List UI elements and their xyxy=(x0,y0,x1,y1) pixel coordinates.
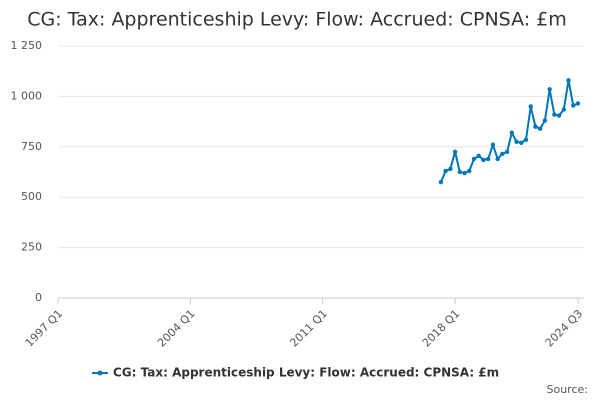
point xyxy=(547,87,552,92)
point xyxy=(575,101,581,106)
point xyxy=(462,170,467,176)
y-tick-label: 1 250 xyxy=(11,39,43,52)
point xyxy=(467,168,472,174)
point xyxy=(519,140,524,145)
y-tick-label: 0 xyxy=(35,291,42,304)
point xyxy=(438,179,444,185)
point xyxy=(571,103,576,108)
x-tick-label: 2004 Q1 xyxy=(155,307,198,350)
y-tick-label: 1 000 xyxy=(11,89,43,102)
point xyxy=(471,156,477,162)
point xyxy=(500,151,505,157)
point xyxy=(476,153,481,159)
point xyxy=(509,130,515,135)
chart-title: CG: Tax: Apprenticeship Levy: Flow: Accr… xyxy=(27,9,567,31)
y-tick-label: 750 xyxy=(21,140,42,153)
x-tick-label: 2011 Q1 xyxy=(287,307,330,350)
point xyxy=(448,166,453,172)
point xyxy=(481,157,486,163)
legend-marker xyxy=(97,370,103,376)
source: Source: xyxy=(547,383,589,396)
point xyxy=(485,156,491,162)
point xyxy=(457,169,463,175)
point xyxy=(533,124,538,129)
point xyxy=(504,149,510,155)
x-tick-label: 1997 Q1 xyxy=(23,307,66,350)
y-tick-label: 500 xyxy=(21,190,42,203)
point xyxy=(561,107,567,112)
point xyxy=(537,126,543,131)
x-tick-label: 2018 Q1 xyxy=(420,307,463,350)
point xyxy=(542,118,548,123)
point xyxy=(556,113,562,118)
point xyxy=(552,112,557,117)
point xyxy=(443,168,448,174)
point xyxy=(523,137,529,142)
point xyxy=(452,149,458,155)
y-tick-label: 250 xyxy=(21,241,42,254)
point xyxy=(490,142,496,147)
x-tick-label: 2024 Q3 xyxy=(543,307,586,350)
point xyxy=(495,156,500,162)
point xyxy=(514,139,519,144)
point xyxy=(528,104,533,109)
legend-label: CG: Tax: Apprenticeship Levy: Flow: Accr… xyxy=(113,366,499,380)
line xyxy=(439,80,579,183)
point xyxy=(566,78,571,83)
